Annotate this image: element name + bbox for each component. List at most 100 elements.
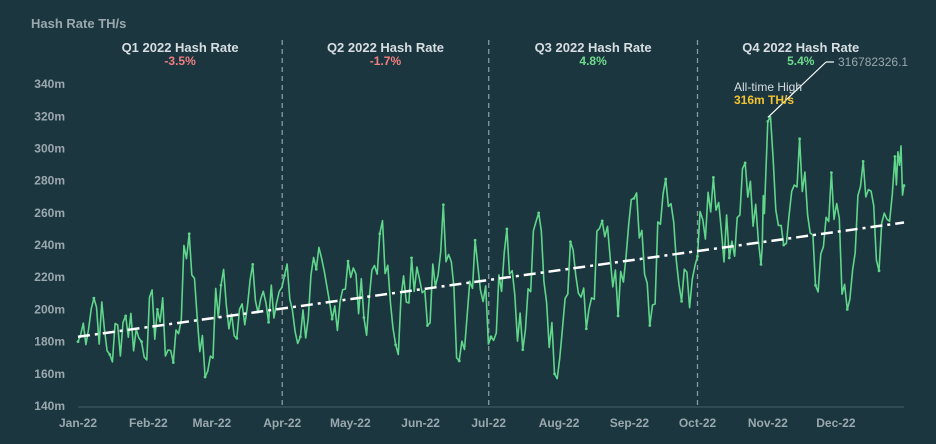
annotation-leader — [767, 61, 827, 118]
data-point — [711, 176, 715, 179]
data-point — [893, 155, 897, 158]
quarter-change: 4.8% — [579, 54, 607, 68]
data-point — [298, 335, 302, 339]
data-point — [553, 372, 556, 376]
data-point — [829, 171, 833, 175]
y-tick-label: 320m — [34, 109, 65, 123]
series-group — [76, 115, 906, 380]
y-tick-label: 160m — [34, 367, 65, 381]
y-tick-label: 180m — [34, 335, 65, 349]
data-point — [505, 227, 509, 231]
data-point — [394, 343, 398, 347]
quarter-title: Q1 2022 Hash Rate — [122, 40, 239, 55]
data-point — [171, 361, 175, 364]
data-point — [124, 314, 128, 318]
data-point — [426, 324, 429, 327]
y-axis-ticks: 140m 160m 180m 200m 220m 240m 260m 280m 300m 320m… — [34, 77, 904, 413]
x-tick-label: May-22 — [330, 416, 371, 430]
data-point — [140, 340, 143, 344]
data-point — [362, 316, 366, 319]
y-tick-label: 220m — [34, 270, 65, 284]
quarter-change: -1.7% — [370, 54, 402, 68]
annotation-raw-value: 316782326.1 — [838, 55, 908, 69]
x-axis-ticks: Jan-22 Feb-22 Mar-22 Apr-22 May-22 Jun-22 Jul-… — [59, 416, 856, 430]
data-point — [330, 317, 334, 321]
hash-rate-series-line — [77, 115, 905, 380]
x-tick-label: Jul-22 — [471, 416, 506, 430]
x-tick-label: Mar-22 — [193, 416, 232, 430]
data-point — [267, 320, 271, 324]
data-point — [766, 120, 770, 123]
data-point — [457, 359, 461, 363]
data-point — [219, 283, 223, 287]
y-tick-label: 280m — [34, 174, 65, 188]
y-tick-label: 300m — [34, 141, 65, 155]
x-tick-label: Jun-22 — [401, 416, 440, 430]
data-point — [251, 262, 255, 266]
data-point — [203, 375, 207, 379]
y-tick-label: 200m — [34, 302, 65, 316]
data-point — [814, 283, 817, 287]
data-point — [156, 308, 159, 311]
data-point — [680, 299, 684, 303]
trend-line — [77, 221, 905, 339]
quarter-dividers — [281, 40, 699, 406]
data-point — [600, 219, 604, 223]
data-point — [877, 269, 881, 273]
x-tick-label: Dec-22 — [816, 416, 856, 430]
x-tick-label: Aug-22 — [539, 416, 580, 430]
data-point — [632, 196, 636, 200]
data-point — [410, 256, 413, 260]
data-point — [378, 232, 382, 236]
quarter-title: Q4 2022 Hash Rate — [742, 40, 859, 55]
quarter-change: -3.5% — [164, 54, 196, 68]
data-point — [727, 256, 731, 260]
x-tick-label: Sep-22 — [610, 416, 650, 430]
y-tick-label: 340m — [34, 77, 65, 91]
x-tick-label: Nov-22 — [748, 416, 788, 430]
data-point — [537, 211, 541, 215]
quarter-change: 5.4% — [787, 54, 815, 68]
x-tick-label: Feb-22 — [129, 416, 168, 430]
quarter-headers: Q1 2022 Hash Rate-3.5% Q2 2022 Hash Rate-… — [122, 40, 860, 68]
data-point — [584, 327, 588, 331]
data-point — [798, 137, 802, 141]
data-point — [235, 337, 239, 340]
data-point — [759, 262, 763, 266]
y-axis-title: Hash Rate TH/s — [31, 16, 126, 31]
data-point — [782, 243, 786, 247]
data-point — [648, 324, 652, 327]
x-tick-label: Jan-22 — [59, 416, 97, 430]
data-point — [845, 308, 849, 311]
data-point — [187, 232, 191, 236]
x-tick-label: Oct-22 — [679, 416, 717, 430]
data-point — [521, 348, 525, 352]
data-point — [743, 161, 747, 165]
data-point — [283, 274, 286, 278]
data-point — [861, 159, 865, 163]
annotation-value: 316m TH/s — [734, 93, 794, 107]
data-point — [616, 314, 620, 318]
data-point — [92, 296, 96, 300]
annotation-title: All-time High — [734, 80, 802, 94]
data-point — [314, 267, 318, 271]
data-point — [473, 238, 477, 242]
data-point — [569, 240, 572, 244]
data-point — [489, 335, 493, 339]
x-tick-label: Apr-22 — [263, 416, 301, 430]
quarter-title: Q3 2022 Hash Rate — [535, 40, 652, 55]
data-point — [664, 177, 668, 181]
y-tick-label: 140m — [34, 399, 65, 413]
trend-group — [77, 221, 905, 339]
data-point — [108, 353, 112, 356]
data-point — [696, 254, 699, 258]
data-point — [346, 259, 350, 263]
data-point — [902, 184, 906, 187]
y-tick-label: 240m — [34, 238, 65, 252]
data-point — [441, 203, 445, 207]
y-tick-label: 260m — [34, 206, 65, 220]
data-point — [76, 340, 80, 344]
